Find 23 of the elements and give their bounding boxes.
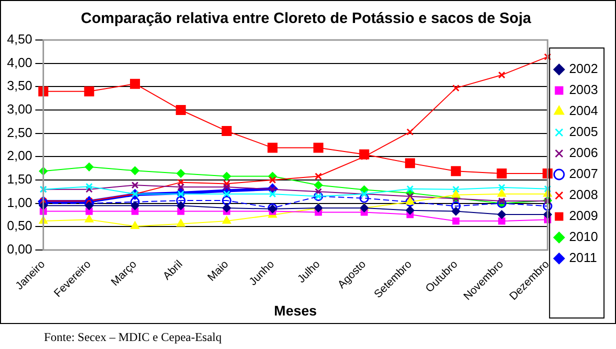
source-note: Fonte: Secex – MDIC e Cepea-Esalq — [44, 330, 222, 345]
y-tick-label: 2,50 — [6, 124, 32, 140]
legend-label: 2008 — [569, 187, 598, 202]
legend-label: 2010 — [569, 229, 598, 244]
legend-label: 2005 — [569, 124, 598, 140]
legend-label: 2002 — [569, 61, 598, 76]
y-tick-label: 3,50 — [6, 78, 32, 94]
y-tick-label: 1,50 — [6, 172, 32, 187]
y-tick-label: 0,00 — [6, 242, 32, 257]
chart-title: Comparação relativa entre Cloreto de Potássio e sacos de Soja — [80, 10, 532, 28]
y-tick-label: 0,50 — [6, 218, 32, 234]
y-tick-label: 3,00 — [6, 102, 32, 117]
y-tick-label: 4,50 — [6, 32, 32, 47]
legend-label: 2011 — [569, 250, 598, 266]
y-tick-label: 1,00 — [6, 194, 32, 210]
legend-label: 2003 — [569, 82, 598, 98]
y-tick-label: 2,00 — [6, 148, 32, 164]
x-axis-title: Meses — [274, 302, 318, 318]
y-tick-label: 4,00 — [6, 54, 32, 70]
legend-label: 2009 — [569, 208, 598, 224]
legend-label: 2006 — [569, 145, 598, 160]
legend-label: 2007 — [569, 166, 598, 182]
legend-label: 2004 — [569, 103, 598, 118]
